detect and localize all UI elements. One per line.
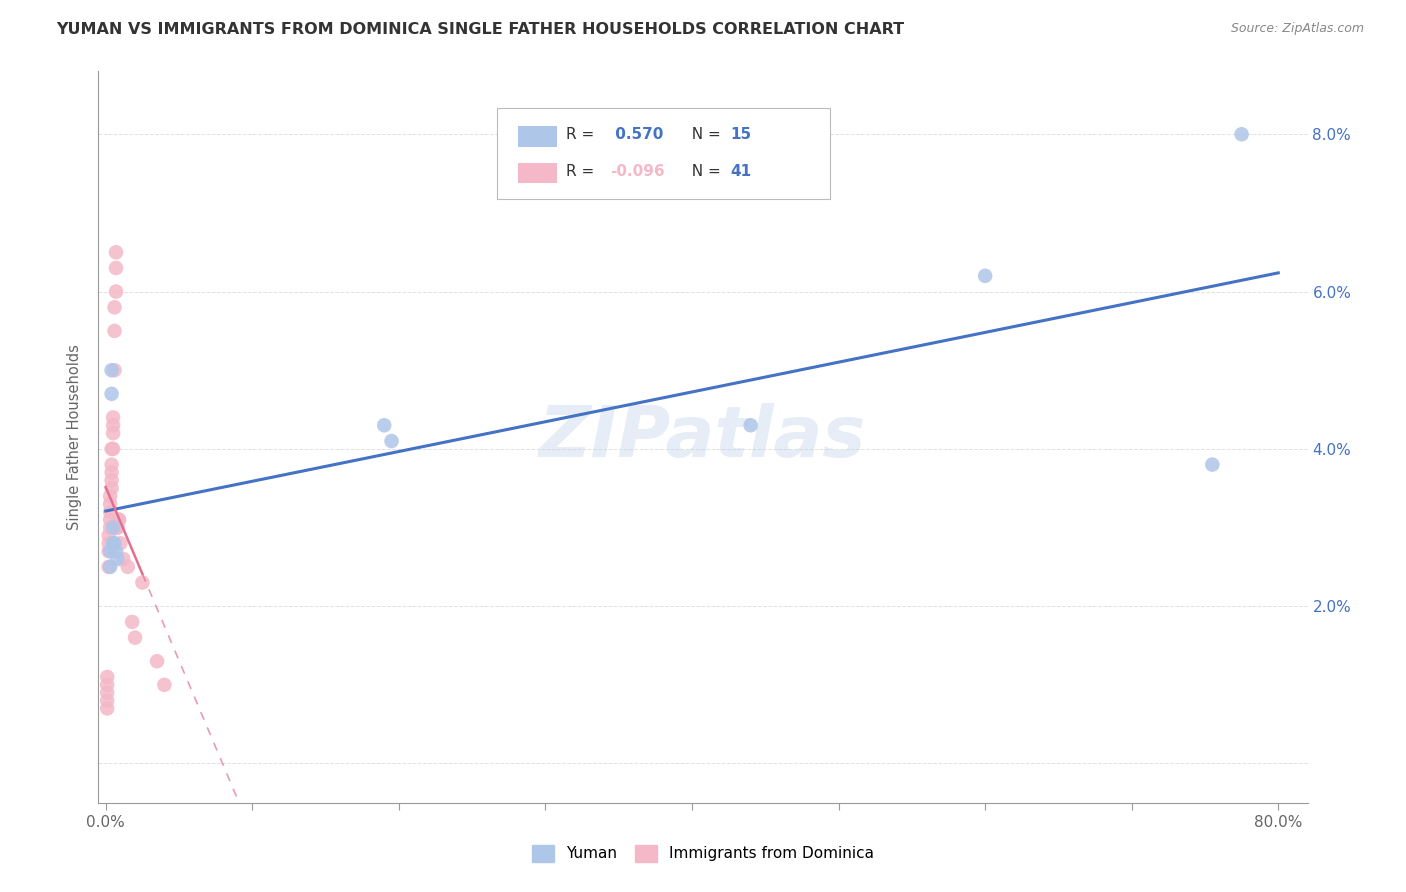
Legend: Yuman, Immigrants from Dominica: Yuman, Immigrants from Dominica	[526, 838, 880, 868]
Point	[103, 324, 125, 338]
FancyBboxPatch shape	[498, 108, 830, 200]
Point	[107, 520, 129, 534]
Point	[96, 670, 118, 684]
Text: 0.570: 0.570	[610, 128, 664, 143]
Point	[107, 520, 129, 534]
Point	[740, 418, 762, 433]
Point	[100, 466, 122, 480]
Point	[103, 363, 125, 377]
Point	[380, 434, 402, 448]
Point	[105, 245, 128, 260]
FancyBboxPatch shape	[517, 127, 557, 146]
Point	[97, 559, 120, 574]
Text: N =: N =	[682, 128, 725, 143]
Point	[112, 552, 135, 566]
Point	[103, 536, 125, 550]
Point	[100, 458, 122, 472]
Text: YUMAN VS IMMIGRANTS FROM DOMINICA SINGLE FATHER HOUSEHOLDS CORRELATION CHART: YUMAN VS IMMIGRANTS FROM DOMINICA SINGLE…	[56, 22, 904, 37]
Point	[105, 285, 128, 299]
Point	[153, 678, 176, 692]
Point	[110, 536, 132, 550]
Point	[131, 575, 153, 590]
Point	[101, 426, 124, 441]
Text: 41: 41	[731, 164, 752, 179]
Point	[96, 686, 118, 700]
Point	[100, 481, 122, 495]
Point	[97, 536, 120, 550]
Point	[1230, 128, 1253, 142]
Point	[101, 536, 124, 550]
Point	[124, 631, 146, 645]
Point	[103, 301, 125, 315]
FancyBboxPatch shape	[517, 163, 557, 183]
Point	[108, 513, 131, 527]
Point	[373, 418, 395, 433]
Point	[98, 559, 121, 574]
Point	[105, 260, 128, 275]
Point	[100, 363, 122, 377]
Point	[98, 544, 121, 558]
Point	[96, 693, 118, 707]
Text: Source: ZipAtlas.com: Source: ZipAtlas.com	[1230, 22, 1364, 36]
Point	[98, 505, 121, 519]
Text: ZIPatlas: ZIPatlas	[540, 402, 866, 472]
Point	[98, 497, 121, 511]
Text: R =: R =	[567, 164, 599, 179]
Point	[96, 678, 118, 692]
Point	[97, 544, 120, 558]
Point	[101, 520, 124, 534]
Point	[105, 544, 128, 558]
Point	[108, 513, 131, 527]
Point	[121, 615, 143, 629]
Text: -0.096: -0.096	[610, 164, 665, 179]
Point	[101, 442, 124, 456]
Point	[107, 552, 129, 566]
Point	[100, 473, 122, 487]
Point	[1201, 458, 1223, 472]
Point	[98, 489, 121, 503]
Text: R =: R =	[567, 128, 599, 143]
Point	[974, 268, 997, 283]
Point	[146, 654, 169, 668]
Point	[97, 528, 120, 542]
Point	[98, 520, 121, 534]
Point	[96, 701, 118, 715]
Text: N =: N =	[682, 164, 725, 179]
Point	[100, 387, 122, 401]
Point	[98, 513, 121, 527]
Text: 15: 15	[731, 128, 752, 143]
Y-axis label: Single Father Households: Single Father Households	[67, 344, 83, 530]
Point	[101, 410, 124, 425]
Point	[117, 559, 139, 574]
Point	[101, 418, 124, 433]
Point	[100, 442, 122, 456]
